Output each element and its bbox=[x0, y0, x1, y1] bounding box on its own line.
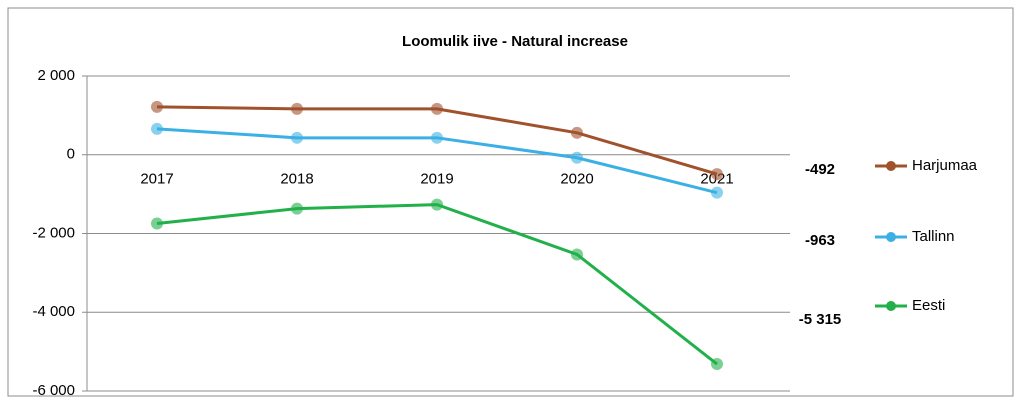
data-point bbox=[711, 186, 723, 199]
y-tick-label: -2 000 bbox=[32, 224, 75, 241]
legend-marker bbox=[886, 232, 896, 242]
data-label: -492 bbox=[805, 161, 835, 178]
data-point bbox=[571, 126, 583, 139]
legend-marker bbox=[886, 161, 896, 171]
y-tick-label: 2 000 bbox=[37, 67, 75, 84]
legend-label: Eesti bbox=[912, 297, 945, 314]
data-label: -963 bbox=[805, 232, 835, 249]
data-point bbox=[571, 248, 583, 261]
data-point bbox=[151, 217, 163, 230]
legend-marker bbox=[886, 301, 896, 311]
data-point bbox=[431, 198, 443, 211]
data-point bbox=[711, 168, 723, 181]
data-point bbox=[151, 100, 163, 113]
legend-label: Harjumaa bbox=[912, 157, 978, 174]
data-label: -5 315 bbox=[799, 311, 842, 328]
x-tick-label: 2020 bbox=[560, 171, 593, 188]
chart-frame bbox=[7, 7, 1014, 397]
data-point bbox=[291, 131, 303, 144]
chart-title: Loomulik iive - Natural increase bbox=[402, 33, 628, 50]
data-point bbox=[431, 131, 443, 144]
data-point bbox=[291, 202, 303, 215]
legend-label: Tallinn bbox=[912, 228, 955, 245]
y-tick-label: 0 bbox=[67, 146, 75, 163]
data-point bbox=[431, 102, 443, 115]
x-tick-label: 2017 bbox=[140, 171, 173, 188]
x-tick-label: 2018 bbox=[280, 171, 313, 188]
x-tick-label: 2019 bbox=[420, 171, 453, 188]
data-point bbox=[571, 151, 583, 164]
data-point bbox=[151, 122, 163, 135]
y-tick-label: -6 000 bbox=[32, 382, 75, 399]
data-point bbox=[711, 358, 723, 371]
data-point bbox=[291, 102, 303, 115]
y-tick-label: -4 000 bbox=[32, 303, 75, 320]
